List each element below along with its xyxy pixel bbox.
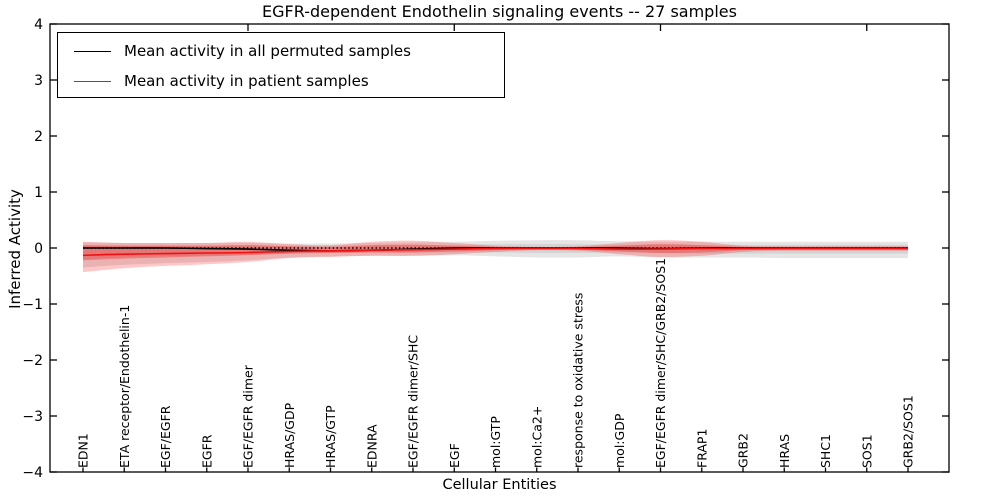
x-tick-label: HRAS/GTP	[323, 405, 338, 468]
x-tick-label: FRAP1	[694, 429, 709, 468]
x-tick-label: GRB2/SOS1	[901, 395, 916, 468]
x-tick-label: SOS1	[859, 434, 874, 468]
y-tick-label: 3	[34, 73, 43, 89]
x-tick-label: EGF/EGFR dimer	[241, 364, 256, 468]
x-tick-label: response to oxidative stress	[571, 293, 586, 468]
patient-line-swatch-icon	[74, 80, 111, 82]
y-tick-label: −2	[22, 353, 43, 369]
y-tick-label: 2	[34, 129, 43, 145]
x-tick-label: GRB2	[736, 433, 751, 468]
x-tick-label: HRAS/GDP	[282, 402, 297, 468]
x-tick-label: SHC1	[818, 434, 833, 468]
permuted-range-outer-band	[83, 240, 908, 268]
y-tick-label: 1	[34, 185, 43, 201]
x-axis-label: Cellular Entities	[442, 477, 557, 493]
y-tick-label: 4	[34, 17, 43, 33]
y-tick-label: −4	[22, 465, 43, 481]
x-tick-label: mol:GDP	[612, 413, 627, 468]
x-tick-label: EGF/EGFR dimer/SHC/GRB2/SOS1	[653, 258, 668, 468]
x-tick-label: mol:Ca2+	[529, 406, 544, 468]
x-tick-label: EDN1	[76, 433, 91, 468]
y-tick-label: 0	[34, 241, 43, 257]
x-tick-label: EGFR	[199, 434, 214, 468]
chart-title: EGFR-dependent Endothelin signaling even…	[262, 2, 737, 21]
legend-box: Mean activity in all permuted samples Me…	[57, 32, 505, 98]
x-tick-label: EGF/EGFR	[158, 405, 173, 468]
legend-label-permuted: Mean activity in all permuted samples	[124, 42, 411, 60]
x-tick-label: EDNRA	[364, 424, 379, 468]
x-tick-label: EGF	[447, 443, 462, 468]
legend-label-patient: Mean activity in patient samples	[124, 72, 369, 90]
permuted-line-swatch-icon	[74, 50, 111, 52]
x-tick-label: HRAS	[777, 434, 792, 468]
patient-mean-line	[82, 247, 908, 257]
legend-entry-patient: Mean activity in patient samples	[58, 66, 504, 96]
y-tick-label: −3	[22, 409, 43, 425]
y-tick-label: −1	[22, 297, 43, 313]
x-tick-label: ETA receptor/Endothelin-1	[117, 305, 132, 468]
x-tick-label: EGF/EGFR dimer/SHC	[406, 335, 421, 468]
x-tick-label: mol:GTP	[488, 416, 503, 468]
legend-entry-permuted: Mean activity in all permuted samples	[58, 36, 504, 66]
